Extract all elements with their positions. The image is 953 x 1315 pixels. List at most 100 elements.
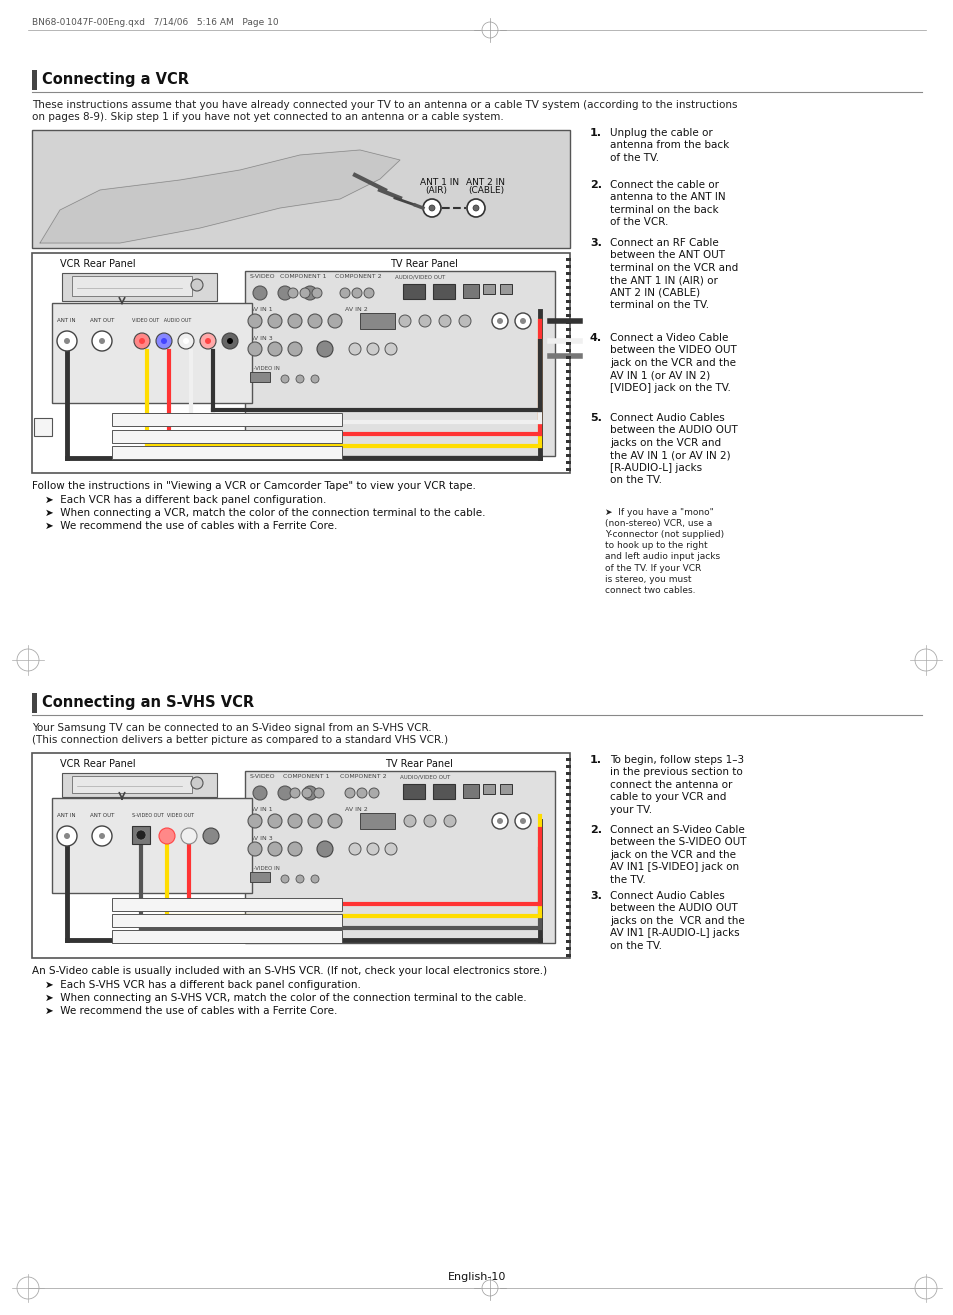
Bar — [565, 884, 571, 888]
Bar — [565, 863, 571, 867]
Circle shape — [99, 832, 105, 839]
Circle shape — [422, 199, 440, 217]
Circle shape — [268, 814, 282, 828]
Circle shape — [288, 814, 302, 828]
Circle shape — [281, 874, 289, 882]
Bar — [402, 284, 424, 299]
Circle shape — [181, 828, 196, 844]
Text: ➤  When connecting an S-VHS VCR, match the color of the connection terminal to t: ➤ When connecting an S-VHS VCR, match th… — [45, 993, 526, 1003]
Circle shape — [133, 333, 150, 348]
Circle shape — [248, 842, 262, 856]
Circle shape — [349, 343, 360, 355]
Bar — [565, 757, 571, 761]
Bar — [565, 370, 571, 373]
Bar — [482, 784, 495, 794]
Circle shape — [203, 828, 219, 844]
Bar — [565, 905, 571, 907]
Circle shape — [497, 818, 502, 825]
Circle shape — [288, 314, 302, 327]
Bar — [565, 919, 571, 922]
Text: 3.: 3. — [589, 892, 601, 901]
Circle shape — [492, 313, 507, 329]
Bar — [565, 462, 571, 464]
Bar — [565, 426, 571, 429]
Text: ANT IN: ANT IN — [57, 318, 75, 323]
Text: VCR Rear Panel: VCR Rear Panel — [60, 759, 135, 769]
Circle shape — [268, 842, 282, 856]
Circle shape — [281, 375, 289, 383]
Circle shape — [367, 843, 378, 855]
Bar — [32, 130, 569, 249]
Bar — [565, 327, 571, 331]
Bar — [32, 70, 37, 89]
Text: AV IN 3: AV IN 3 — [250, 337, 273, 341]
Bar — [462, 784, 478, 798]
Text: ➤  We recommend the use of cables with a Ferrite Core.: ➤ We recommend the use of cables with a … — [45, 521, 337, 531]
Bar — [32, 693, 37, 713]
Circle shape — [328, 314, 341, 327]
Circle shape — [339, 288, 350, 299]
Bar — [565, 447, 571, 450]
Polygon shape — [40, 150, 399, 243]
Bar — [565, 835, 571, 838]
Bar — [565, 468, 571, 471]
Bar — [565, 377, 571, 380]
Bar — [245, 271, 555, 456]
Circle shape — [302, 788, 312, 798]
Bar — [565, 934, 571, 936]
Bar — [565, 877, 571, 880]
Circle shape — [277, 786, 292, 800]
Circle shape — [519, 318, 525, 323]
Circle shape — [191, 777, 203, 789]
Bar — [565, 772, 571, 775]
Circle shape — [268, 342, 282, 356]
Text: 2.: 2. — [589, 825, 601, 835]
Circle shape — [253, 786, 267, 800]
Bar — [402, 784, 424, 800]
Circle shape — [418, 316, 431, 327]
Circle shape — [429, 205, 435, 210]
Bar — [250, 872, 270, 882]
Circle shape — [161, 338, 167, 345]
Bar — [34, 418, 52, 437]
Circle shape — [364, 288, 374, 299]
Bar — [565, 363, 571, 366]
Text: Your Samsung TV can be connected to an S-Video signal from an S-VHS VCR.: Your Samsung TV can be connected to an S… — [32, 723, 431, 732]
Circle shape — [308, 314, 322, 327]
Bar — [62, 773, 216, 797]
Bar — [565, 405, 571, 408]
Bar — [565, 947, 571, 949]
Circle shape — [519, 818, 525, 825]
Text: An S-Video cable is usually included with an S-VHS VCR. (If not, check your loca: An S-Video cable is usually included wit… — [32, 967, 547, 976]
Circle shape — [156, 333, 172, 348]
Circle shape — [398, 316, 411, 327]
Bar — [565, 279, 571, 281]
Bar — [71, 276, 192, 296]
Text: AV IN 2: AV IN 2 — [345, 306, 367, 312]
Text: Connect Audio Cables
between the AUDIO OUT
jacks on the  VCR and the
AV IN1 [R-A: Connect Audio Cables between the AUDIO O… — [609, 892, 744, 951]
Circle shape — [277, 285, 292, 300]
Text: (CABLE): (CABLE) — [468, 185, 503, 195]
Text: ➤  We recommend the use of cables with a Ferrite Core.: ➤ We recommend the use of cables with a … — [45, 1006, 337, 1016]
Text: 3   Audio Cable (Not supplied): 3 Audio Cable (Not supplied) — [117, 899, 263, 910]
Bar — [565, 384, 571, 387]
Bar — [62, 274, 216, 301]
Bar — [565, 765, 571, 768]
Bar — [565, 306, 571, 310]
Bar — [565, 849, 571, 852]
Circle shape — [248, 342, 262, 356]
Text: VCR Rear Panel: VCR Rear Panel — [60, 259, 135, 270]
Bar — [565, 398, 571, 401]
Bar — [565, 926, 571, 928]
Bar — [565, 441, 571, 443]
Text: These instructions assume that you have already connected your TV to an antenna : These instructions assume that you have … — [32, 100, 737, 110]
Text: S-VIDEO IN: S-VIDEO IN — [250, 366, 279, 371]
Circle shape — [178, 333, 193, 348]
Circle shape — [385, 343, 396, 355]
Circle shape — [458, 316, 471, 327]
Bar — [565, 412, 571, 416]
Text: 5   Audio Cable (Not supplied): 5 Audio Cable (Not supplied) — [117, 416, 263, 425]
Circle shape — [64, 832, 70, 839]
Circle shape — [492, 813, 507, 828]
Bar — [565, 356, 571, 359]
